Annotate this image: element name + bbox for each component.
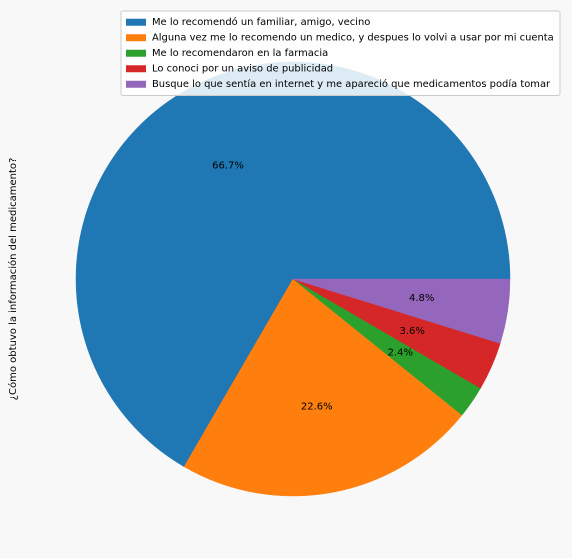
legend-swatch-2: [126, 34, 146, 42]
pie-percent-label-2: 22.6%: [301, 402, 333, 413]
pie-percent-label-4: 3.6%: [399, 326, 424, 337]
pie-percent-label-5: 4.8%: [409, 293, 434, 304]
legend-label-3: Me lo recomendaron en la farmacia: [152, 48, 328, 59]
legend-swatch-4: [126, 65, 146, 73]
y-axis-label: ¿Cómo obtuvo la información del medicame…: [7, 158, 19, 401]
pie-slice-5: [292, 278, 511, 344]
pie-percent-label-1: 66.7%: [212, 161, 244, 172]
pie-slice-2: [183, 278, 463, 497]
pie-slices: [75, 61, 511, 497]
legend: Me lo recomendó un familiar, amigo, veci…: [120, 10, 561, 96]
legend-label-2: Alguna vez me lo recomendo un medico, y …: [152, 32, 554, 43]
pie-percent-labels: 66.7% 22.6% 2.4% 3.6% 4.8%: [212, 161, 434, 413]
pie-percent-label-3: 2.4%: [388, 347, 413, 358]
legend-label-4: Lo conoci por un aviso de publicidad: [152, 63, 333, 74]
legend-label-5: Busque lo que sentía en internet y me ap…: [152, 78, 551, 90]
legend-frame: [120, 10, 561, 96]
legend-label-1: Me lo recomendó un familiar, amigo, veci…: [152, 16, 370, 28]
legend-swatch-1: [126, 18, 146, 26]
legend-swatch-5: [126, 80, 146, 88]
legend-swatch-3: [126, 49, 146, 57]
